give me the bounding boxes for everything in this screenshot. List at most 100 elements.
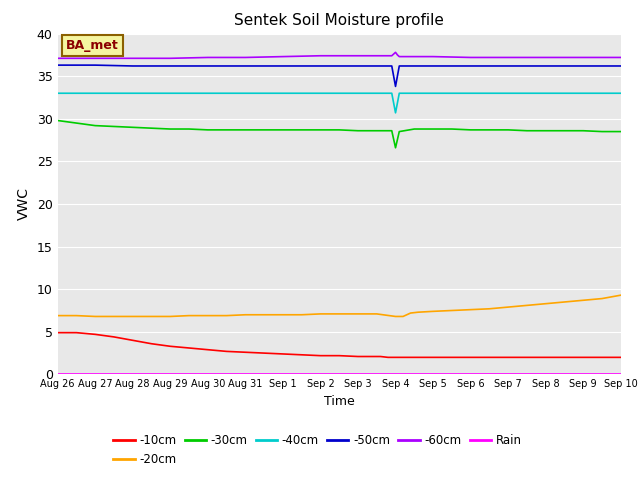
-60cm bbox=[241, 55, 249, 60]
-60cm bbox=[410, 54, 418, 60]
-10cm bbox=[617, 354, 625, 360]
-60cm bbox=[317, 53, 324, 59]
-10cm bbox=[317, 353, 324, 359]
-20cm bbox=[317, 311, 324, 317]
-20cm bbox=[429, 309, 437, 314]
-60cm bbox=[394, 52, 401, 58]
Line: -10cm: -10cm bbox=[58, 333, 621, 357]
-40cm bbox=[392, 110, 399, 116]
-20cm bbox=[373, 311, 381, 317]
-20cm bbox=[335, 311, 343, 317]
-10cm bbox=[504, 354, 512, 360]
-20cm bbox=[204, 313, 212, 319]
-30cm bbox=[317, 127, 324, 133]
-10cm bbox=[260, 350, 268, 356]
-10cm bbox=[377, 354, 385, 360]
-10cm bbox=[414, 354, 422, 360]
-40cm bbox=[354, 90, 362, 96]
-60cm bbox=[504, 55, 512, 60]
-20cm bbox=[54, 313, 61, 319]
-30cm bbox=[110, 123, 118, 129]
-10cm bbox=[561, 354, 568, 360]
-10cm bbox=[354, 354, 362, 360]
-30cm bbox=[429, 126, 437, 132]
-20cm bbox=[486, 306, 493, 312]
-60cm bbox=[579, 55, 587, 60]
-10cm bbox=[223, 348, 230, 354]
-10cm bbox=[392, 354, 399, 360]
-60cm bbox=[129, 55, 136, 61]
-50cm bbox=[429, 63, 437, 69]
Text: BA_met: BA_met bbox=[66, 39, 119, 52]
-10cm bbox=[579, 354, 587, 360]
Line: -40cm: -40cm bbox=[58, 93, 621, 113]
-10cm bbox=[204, 347, 212, 353]
-30cm bbox=[504, 127, 512, 133]
-10cm bbox=[362, 354, 369, 360]
-60cm bbox=[542, 55, 550, 60]
-60cm bbox=[54, 55, 61, 61]
-20cm bbox=[617, 292, 625, 298]
-10cm bbox=[369, 354, 377, 360]
-20cm bbox=[148, 313, 156, 319]
-30cm bbox=[72, 120, 80, 126]
Line: -60cm: -60cm bbox=[58, 52, 621, 58]
-20cm bbox=[166, 313, 174, 319]
-20cm bbox=[260, 312, 268, 318]
-40cm bbox=[388, 90, 396, 96]
-30cm bbox=[542, 128, 550, 133]
-50cm bbox=[396, 63, 403, 69]
-50cm bbox=[579, 63, 587, 69]
-30cm bbox=[448, 126, 456, 132]
Line: -20cm: -20cm bbox=[58, 295, 621, 316]
-10cm bbox=[166, 343, 174, 349]
-50cm bbox=[279, 63, 287, 69]
-20cm bbox=[523, 302, 531, 308]
-20cm bbox=[223, 313, 230, 319]
-30cm bbox=[241, 127, 249, 133]
-30cm bbox=[279, 127, 287, 133]
-50cm bbox=[410, 63, 418, 69]
-20cm bbox=[579, 298, 587, 303]
-10cm bbox=[422, 354, 429, 360]
-10cm bbox=[241, 349, 249, 355]
-40cm bbox=[579, 90, 587, 96]
-10cm bbox=[448, 354, 456, 360]
Y-axis label: VWC: VWC bbox=[17, 188, 31, 220]
-10cm bbox=[486, 354, 493, 360]
-10cm bbox=[542, 354, 550, 360]
-40cm bbox=[429, 90, 437, 96]
-40cm bbox=[279, 90, 287, 96]
-60cm bbox=[617, 55, 625, 60]
-30cm bbox=[396, 129, 403, 134]
-50cm bbox=[542, 63, 550, 69]
-40cm bbox=[54, 90, 61, 96]
-40cm bbox=[129, 90, 136, 96]
-40cm bbox=[410, 90, 418, 96]
-30cm bbox=[579, 128, 587, 133]
-30cm bbox=[486, 127, 493, 133]
-20cm bbox=[72, 313, 80, 319]
-20cm bbox=[129, 313, 136, 319]
-30cm bbox=[260, 127, 268, 133]
-50cm bbox=[354, 63, 362, 69]
-30cm bbox=[129, 124, 136, 130]
-60cm bbox=[204, 55, 212, 60]
-20cm bbox=[392, 313, 399, 319]
-40cm bbox=[467, 90, 474, 96]
-40cm bbox=[504, 90, 512, 96]
-20cm bbox=[241, 312, 249, 318]
-30cm bbox=[166, 126, 174, 132]
-30cm bbox=[388, 128, 396, 133]
Legend: -10cm, -20cm, -30cm, -40cm, -50cm, -60cm, Rain: -10cm, -20cm, -30cm, -40cm, -50cm, -60cm… bbox=[109, 430, 527, 471]
-60cm bbox=[373, 53, 381, 59]
-20cm bbox=[504, 304, 512, 310]
-50cm bbox=[317, 63, 324, 69]
-30cm bbox=[410, 126, 418, 132]
-30cm bbox=[617, 129, 625, 134]
-40cm bbox=[542, 90, 550, 96]
-20cm bbox=[354, 311, 362, 317]
-40cm bbox=[617, 90, 625, 96]
Line: -50cm: -50cm bbox=[58, 65, 621, 86]
-50cm bbox=[54, 62, 61, 68]
